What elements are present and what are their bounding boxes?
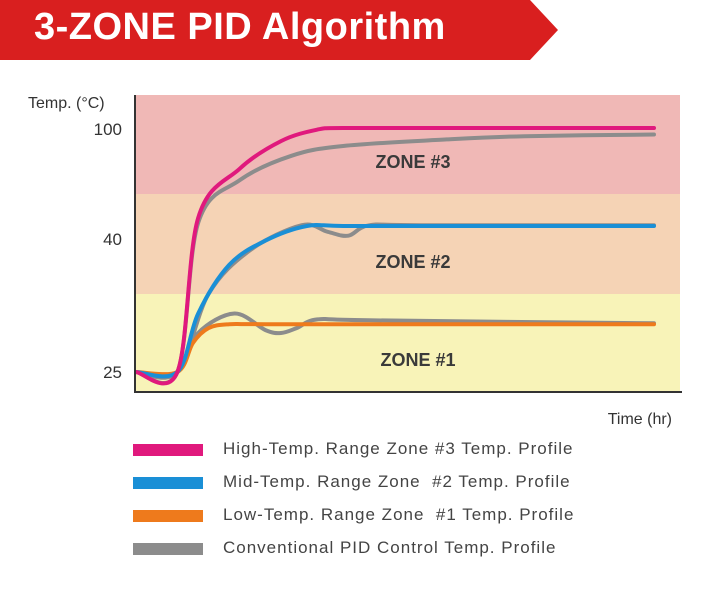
series-line	[134, 125, 656, 386]
banner-arrow-shape	[0, 0, 558, 60]
title-banner: 3-ZONE PID Algorithm	[0, 0, 709, 60]
axes	[134, 95, 682, 393]
zone-label: ZONE #1	[380, 350, 455, 370]
legend-label: Mid-Temp. Range Zone #2 Temp. Profile	[223, 472, 571, 491]
legend-label: Conventional PID Control Temp. Profile	[223, 538, 557, 557]
zone-band	[136, 194, 680, 294]
legend-swatch	[133, 510, 203, 522]
legend-swatch	[133, 477, 203, 489]
legend-swatch	[133, 444, 203, 456]
legend-label: High-Temp. Range Zone #3 Temp. Profile	[223, 439, 574, 458]
series-lines	[134, 125, 656, 386]
zone-bands	[136, 95, 680, 391]
zone-band	[136, 294, 680, 391]
y-tick-label: 40	[103, 230, 122, 249]
legend-swatch	[133, 543, 203, 555]
y-tick-label: 25	[103, 363, 122, 382]
zone-label: ZONE #2	[375, 252, 450, 272]
series-line	[134, 222, 656, 379]
page-title: 3-ZONE PID Algorithm	[34, 6, 446, 48]
zone-label: ZONE #3	[375, 152, 450, 172]
legend-label: Low-Temp. Range Zone #1 Temp. Profile	[223, 505, 575, 524]
zone-band	[136, 95, 680, 194]
y-tick-label: 100	[94, 120, 122, 139]
x-axis-label: Time (hr)	[608, 411, 672, 428]
y-axis-label: Temp. (°C)	[28, 95, 105, 112]
pid-chart: Temp. (°C) 100 40 25 Time (hr) ZONE #3 Z…	[28, 95, 682, 428]
